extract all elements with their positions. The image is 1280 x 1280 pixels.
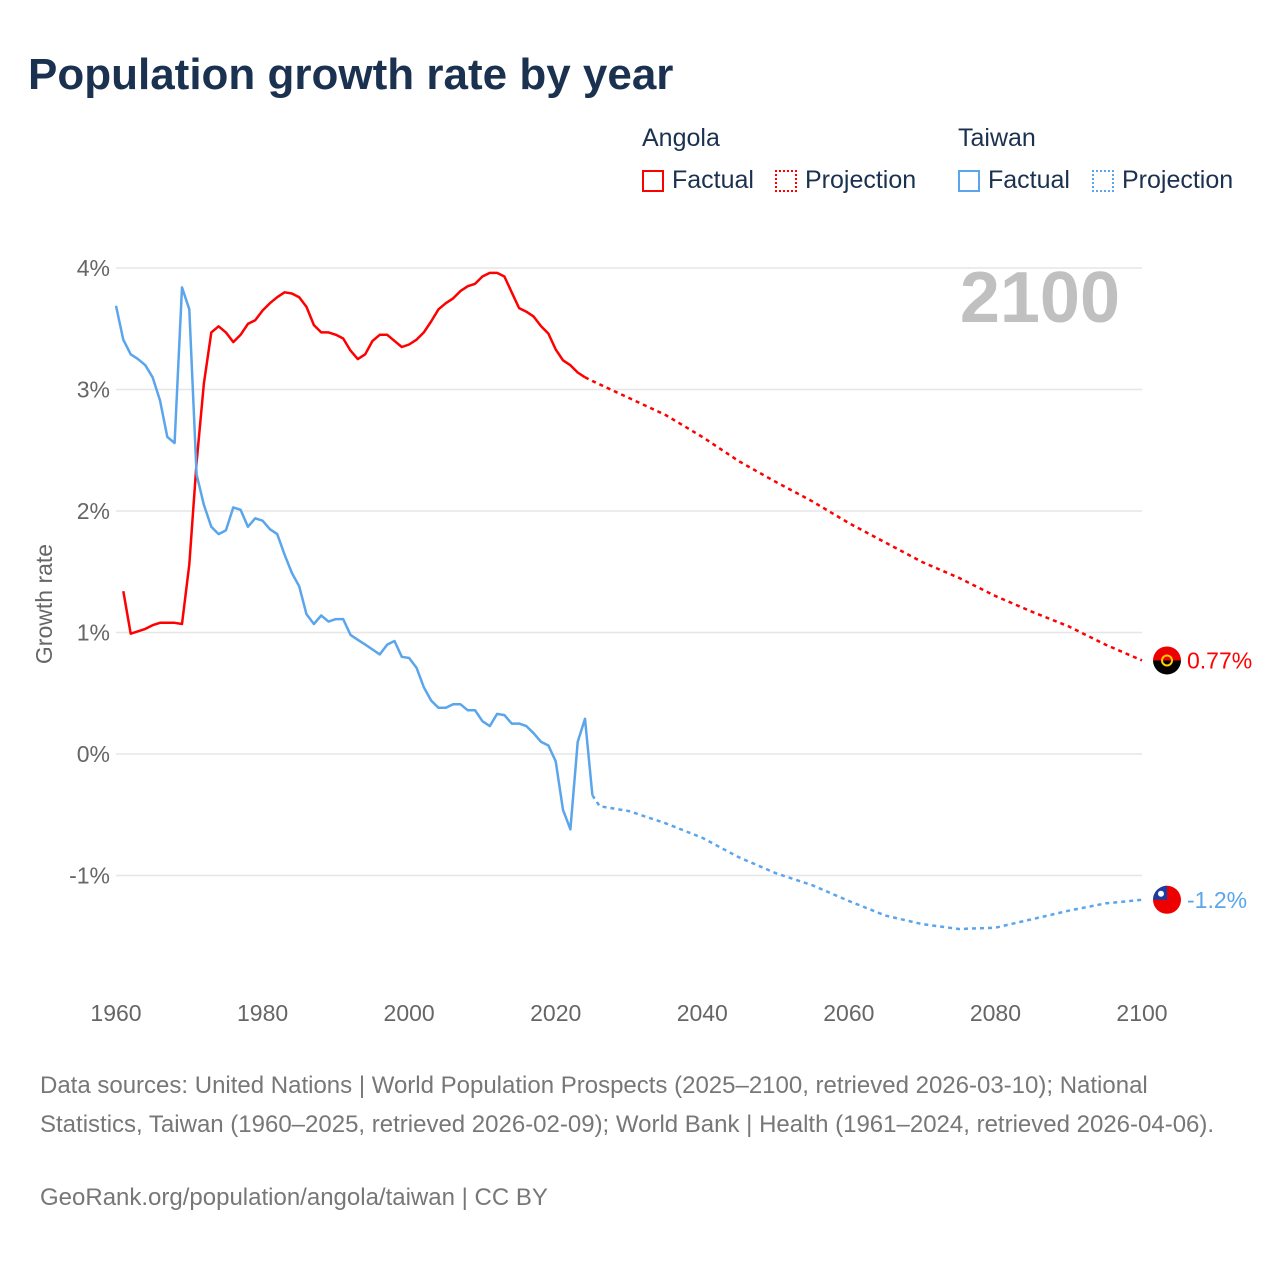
legend-group-angola: Angola xyxy=(642,124,720,152)
legend-swatch-dotted xyxy=(1092,169,1114,192)
x-tick-label: 2040 xyxy=(677,1000,728,1026)
legend-label: Factual xyxy=(672,166,754,194)
legend-angola-factual[interactable]: Factual xyxy=(642,166,754,195)
x-tick-label: 1980 xyxy=(237,1000,288,1026)
legend-swatch-solid xyxy=(642,169,664,192)
y-tick-label: 1% xyxy=(77,620,110,646)
angola-flag-icon xyxy=(1153,660,1181,675)
y-tick-label: 3% xyxy=(77,377,110,403)
angola-projection-line xyxy=(584,376,1143,662)
legend-label: Factual xyxy=(988,166,1070,194)
credit-link[interactable]: GeoRank.org/population/angola/taiwan | C… xyxy=(40,1184,548,1211)
angola-emblem-icon xyxy=(1161,654,1173,667)
y-tick-label: 2% xyxy=(77,498,110,524)
x-tick-label: 2100 xyxy=(1116,1000,1167,1026)
angola-end-label: 0.77% xyxy=(1187,647,1252,673)
taiwan-factual-line xyxy=(114,286,594,831)
y-tick-label: -1% xyxy=(69,863,110,889)
y-tick-label: 0% xyxy=(77,741,110,767)
angola-flag-icon xyxy=(1153,646,1181,661)
taiwan-end-label: -1.2% xyxy=(1187,887,1247,913)
angola-factual-line xyxy=(122,271,586,635)
data-sources: Data sources: United Nations | World Pop… xyxy=(40,1072,1215,1138)
legend-taiwan-factual[interactable]: Factual xyxy=(958,166,1070,195)
legend-taiwan-projection[interactable]: Projection xyxy=(1092,166,1233,195)
taiwan-sun-icon xyxy=(1158,890,1164,897)
legend-angola-projection[interactable]: Projection xyxy=(775,166,916,195)
y-tick-label: 4% xyxy=(77,255,110,281)
x-tick-label: 2000 xyxy=(384,1000,435,1026)
legend-swatch-dotted xyxy=(775,169,797,192)
legend-label: Projection xyxy=(1122,166,1234,194)
legend-swatch-solid xyxy=(958,169,980,192)
x-tick-label: 1960 xyxy=(90,1000,141,1026)
y-axis-label: Growth rate xyxy=(31,544,57,664)
page-title: Population growth rate by year xyxy=(28,50,674,99)
year-watermark: 2100 xyxy=(960,258,1120,338)
legend-label: Projection xyxy=(805,166,917,194)
x-tick-label: 2020 xyxy=(530,1000,581,1026)
taiwan-projection-line xyxy=(591,794,1143,931)
legend-group-taiwan: Taiwan xyxy=(958,124,1036,152)
x-tick-label: 2080 xyxy=(970,1000,1021,1026)
x-tick-label: 2060 xyxy=(823,1000,874,1026)
